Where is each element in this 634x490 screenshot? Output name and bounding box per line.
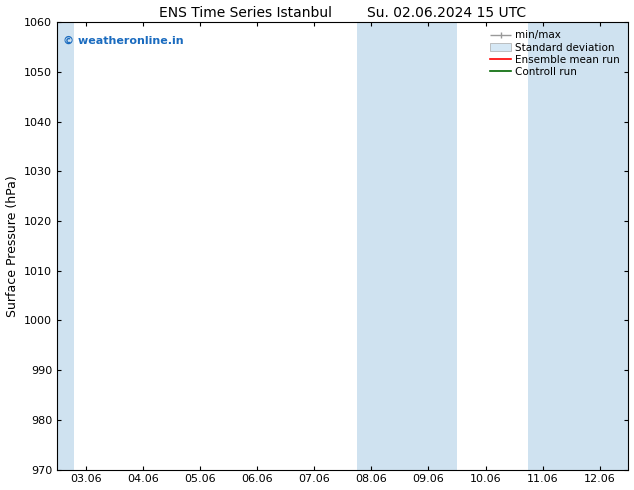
- Bar: [357, 22, 457, 469]
- Legend: min/max, Standard deviation, Ensemble mean run, Controll run: min/max, Standard deviation, Ensemble me…: [488, 27, 623, 80]
- Bar: [57, 22, 74, 469]
- Bar: [529, 22, 628, 469]
- Title: ENS Time Series Istanbul        Su. 02.06.2024 15 UTC: ENS Time Series Istanbul Su. 02.06.2024 …: [159, 5, 526, 20]
- Y-axis label: Surface Pressure (hPa): Surface Pressure (hPa): [6, 175, 18, 317]
- Text: © weatheronline.in: © weatheronline.in: [63, 36, 183, 46]
